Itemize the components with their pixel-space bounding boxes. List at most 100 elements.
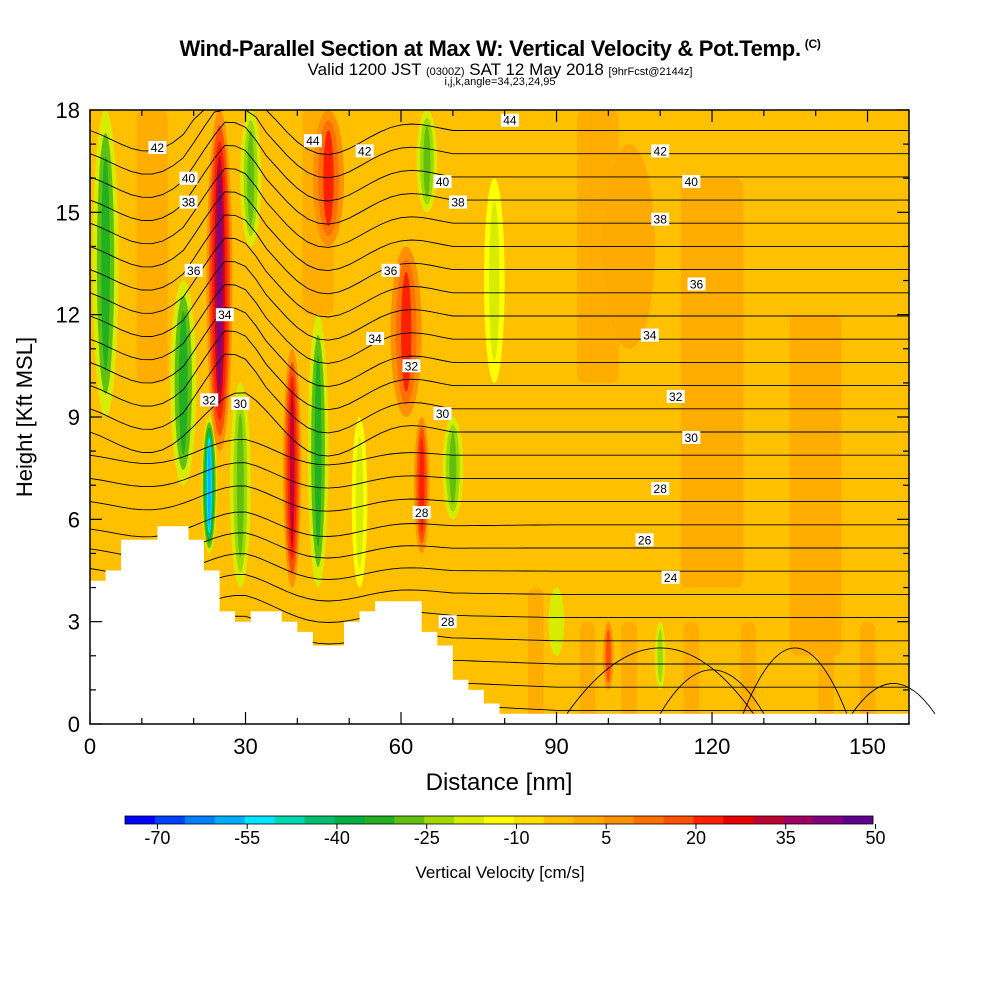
weak-updraft-band [621, 621, 637, 724]
isentrope-line [89, 392, 909, 457]
weak-updraft-band [859, 621, 876, 724]
isentrope-line [89, 353, 909, 434]
isentrope-line [742, 647, 848, 714]
isentrope-line [89, 462, 909, 489]
colorbar-frame [124, 815, 874, 825]
colorbar-tick-label: 50 [865, 828, 885, 848]
isentrope-label-text: 28 [441, 615, 455, 629]
weak-updraft-band [789, 314, 842, 656]
isentrope-line [89, 553, 909, 580]
updraft-cell [605, 629, 611, 683]
isentrope-line [659, 669, 765, 714]
x-tick-label: 120 [694, 734, 731, 759]
isentrope-label: 38 [449, 195, 467, 210]
isentrope-label-text: 40 [182, 172, 196, 186]
isentrope-label-box [303, 134, 322, 148]
isentrope-label-text: 34 [643, 329, 657, 343]
weak-updraft-band [818, 587, 834, 724]
isentrope-label: 30 [231, 396, 250, 411]
downdraft-cell [101, 156, 110, 371]
isentrope-line [89, 214, 909, 295]
colorbar-swatch [125, 816, 156, 824]
colorbar-tick-label: -55 [234, 828, 260, 848]
downdraft-cell [355, 436, 364, 569]
isentrope-label-text: 32 [203, 393, 217, 407]
downdraft-cell [423, 125, 431, 197]
y-tick-label: 18 [56, 98, 80, 123]
isentrope-label: 28 [651, 482, 670, 496]
isentrope-label: 34 [640, 328, 659, 343]
isentrope-line [89, 511, 909, 538]
isentrope-label-text: 36 [690, 278, 704, 292]
isentrope-label: 42 [355, 144, 374, 158]
colorbar-swatch [573, 816, 605, 824]
colorbar-swatch [304, 816, 335, 824]
isentrope-label-box [651, 482, 670, 496]
x-tick-label: 90 [544, 734, 568, 759]
isentrope-label-box [438, 615, 457, 629]
isentrope-label-text: 42 [654, 144, 668, 158]
colorbar-tick-label: -25 [414, 828, 440, 848]
isentrope-label-box [231, 396, 250, 410]
isentrope-label-text: 40 [436, 175, 450, 189]
isentrope-label: 40 [433, 175, 452, 189]
isentrope-label-box [682, 431, 701, 444]
isentrope-label-box [635, 533, 654, 547]
isentrope-line [89, 594, 909, 623]
isentrope-line [851, 682, 936, 715]
colorbar-swatch [723, 816, 754, 824]
isentrope-label-text: 36 [384, 264, 398, 278]
colorbar-swatch [394, 816, 425, 824]
isentrope-label: 30 [433, 407, 452, 421]
weak-updraft-band [683, 621, 700, 724]
colorbar-swatch [214, 816, 245, 824]
colorbar-swatch [783, 816, 814, 824]
isentrope-line [89, 284, 909, 364]
isentrope-label-text: 32 [669, 390, 683, 404]
weak-updraft-band [740, 621, 757, 724]
title-mark: (C) [804, 36, 821, 51]
isentrope-line [89, 237, 909, 318]
isentrope-line [89, 330, 909, 411]
isentrope-label-text: 42 [151, 141, 165, 155]
colorbar-tick-label: 35 [776, 828, 796, 848]
colorbar-tick-label: -40 [324, 828, 350, 848]
isentrope-label-text: 28 [654, 482, 668, 496]
isentrope-line [89, 121, 909, 202]
isentrope-label: 38 [651, 212, 670, 227]
isentrope-label-box [381, 263, 400, 277]
x-axis: 0 30 60 90 120 150 [84, 110, 886, 759]
downdraft-cell [178, 311, 188, 455]
isentrope-lines [89, 109, 936, 715]
isentrope-line [89, 191, 909, 272]
colorbar-swatch [813, 816, 844, 824]
isentrope-label: 30 [682, 431, 701, 445]
chart-subtitle: Valid 1200 JST (0300Z) SAT 12 May 2018 [… [0, 60, 1000, 80]
updraft-cell [216, 171, 223, 390]
isentrope-label-text: 30 [436, 407, 450, 421]
isentrope-label-text: 36 [187, 264, 201, 278]
isentrope-label: 26 [635, 533, 654, 547]
isentrope-line [89, 260, 909, 341]
isentrope-label-text: 44 [306, 134, 320, 148]
isentrope-label-text: 38 [654, 213, 668, 227]
colorbar-tick-label: 5 [601, 828, 611, 848]
downdraft-cell [657, 629, 663, 683]
downdraft-cell [548, 587, 565, 656]
isentrope-label-text: 26 [638, 533, 652, 547]
isentrope-label-box [179, 171, 198, 185]
updraft-cell [289, 389, 295, 548]
isentrope-label: 44 [303, 134, 322, 148]
isentrope-label-text: 28 [415, 506, 429, 520]
colorbar-swatch [543, 816, 575, 824]
colorbar-swatch [663, 816, 694, 824]
y-tick-label: 12 [56, 303, 80, 328]
colorbar-swatch [274, 816, 305, 824]
isentrope-label-box [366, 332, 385, 345]
isentrope-label-box [215, 308, 234, 322]
isentrope-line [89, 144, 909, 225]
isentrope-label: 28 [438, 615, 457, 629]
